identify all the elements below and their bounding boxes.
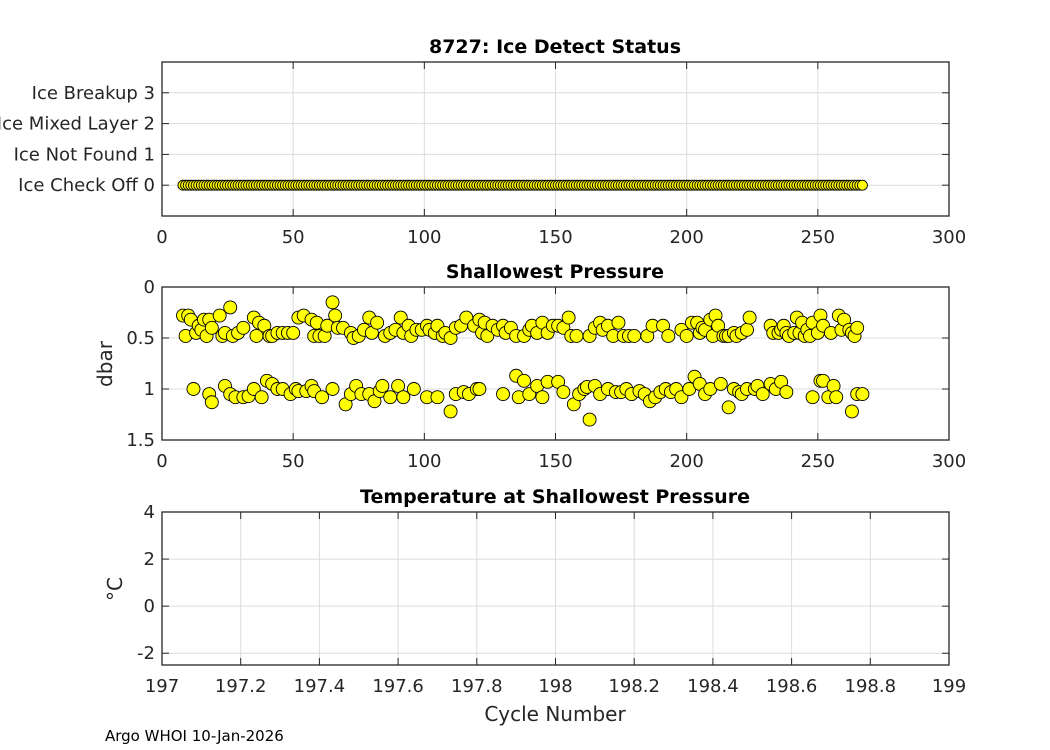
x-tick-label: 197.8: [451, 676, 503, 697]
data-point: [844, 404, 859, 419]
data-point: [383, 390, 398, 405]
x-tick-label: 199: [932, 676, 966, 697]
data-point: [223, 300, 238, 315]
y-tick-label: 1: [144, 379, 155, 400]
data-point: [517, 373, 531, 388]
data-point: [236, 320, 251, 335]
data-point: [315, 390, 329, 405]
x-tick-label: 0: [156, 451, 167, 472]
data-point: [661, 329, 676, 343]
data-point: [396, 390, 411, 405]
data-point: [286, 325, 301, 340]
data-point: [779, 385, 794, 400]
data-point: [856, 179, 868, 191]
data-point: [212, 308, 227, 323]
data-point: [713, 376, 728, 391]
chart1: 0 50 100 150 200 250 300 Ice Check Off 0 Ice Not…: [0, 61, 966, 248]
data-point: [850, 320, 865, 335]
chart3-xlabel: Cycle Number: [484, 702, 626, 726]
data-point: [721, 400, 736, 415]
x-tick-label: 198.6: [766, 676, 818, 697]
y-tick-label: 4: [144, 502, 155, 523]
y-tick-label: 2: [144, 549, 155, 570]
data-point: [254, 390, 269, 405]
data-point: [569, 329, 584, 343]
data-point: [627, 329, 642, 343]
y-tick-label: 0.5: [126, 328, 155, 349]
data-point: [679, 329, 694, 343]
data-point: [325, 295, 340, 310]
x-tick-label: 150: [538, 451, 572, 472]
data-point: [406, 382, 421, 396]
data-point: [204, 395, 219, 410]
x-tick-label: 250: [801, 227, 835, 248]
data-point: [430, 390, 445, 405]
y-tick-label: Ice Check Off 0: [18, 175, 155, 196]
x-tick-label: 300: [932, 451, 966, 472]
data-point: [325, 382, 340, 396]
data-point: [611, 315, 626, 330]
axes-box: [161, 286, 950, 441]
x-tick-label: 100: [407, 451, 441, 472]
x-tick-label: 300: [932, 227, 966, 248]
x-tick-label: 50: [282, 227, 305, 248]
x-tick-label: 200: [669, 227, 703, 248]
data-point: [742, 310, 757, 325]
data-point: [755, 387, 770, 402]
data-point: [496, 387, 510, 402]
data-point: [391, 378, 406, 393]
data-point: [829, 390, 844, 405]
y-tick-label: Ice Not Found 1: [14, 144, 155, 165]
data-point: [472, 382, 487, 396]
x-tick-label: 197: [145, 676, 179, 697]
x-tick-label: 198.2: [608, 676, 660, 697]
data-point: [535, 390, 550, 405]
y-tick-label: 0: [144, 596, 155, 617]
chart2: 0 50 100 150 200 250 300 0 0.5 1 1.5: [126, 277, 966, 472]
data-point: [805, 390, 820, 405]
x-tick-label: 198: [538, 676, 572, 697]
x-tick-label: 0: [156, 227, 167, 248]
chart3: 197 197.2 197.4 197.6 197.8 198 198.2 198.4 198.…: [137, 502, 966, 697]
y-tick-label: -2: [137, 643, 155, 664]
data-point: [582, 412, 597, 427]
x-tick-label: 200: [669, 451, 703, 472]
x-tick-label: 197.2: [215, 676, 267, 697]
data-point: [204, 320, 219, 335]
data-point: [556, 385, 571, 400]
x-tick-label: 250: [801, 451, 835, 472]
x-tick-label: 198.8: [845, 676, 897, 697]
x-tick-label: 198.4: [687, 676, 739, 697]
data-point: [561, 310, 576, 325]
data-point: [443, 404, 458, 419]
y-tick-label: 1.5: [126, 430, 155, 451]
x-tick-label: 197.4: [294, 676, 346, 697]
y-tick-label: 0: [144, 277, 155, 298]
chart1-title: 8727: Ice Detect Status: [429, 36, 681, 58]
data-point: [740, 322, 754, 337]
axes-box: [161, 61, 950, 217]
chart3-title: Temperature at Shallowest Pressure: [360, 486, 750, 508]
footer-credit: Argo WHOI 10-Jan-2026: [105, 727, 284, 745]
data-point: [328, 308, 343, 323]
data-point: [855, 387, 870, 402]
x-tick-label: 50: [282, 451, 305, 472]
data-point: [375, 378, 390, 393]
chart3-ylabel: °C: [103, 577, 127, 601]
axes-box: [161, 511, 950, 666]
chart2-title: Shallowest Pressure: [446, 261, 664, 283]
x-tick-label: 100: [407, 227, 441, 248]
chart2-ylabel: dbar: [93, 340, 117, 387]
data-point: [186, 382, 201, 396]
data-point: [370, 315, 385, 330]
y-tick-label: Ice Breakup 3: [32, 83, 155, 104]
x-tick-label: 197.6: [372, 676, 424, 697]
y-tick-label: Ice Mixed Layer 2: [0, 114, 155, 135]
x-tick-label: 150: [538, 227, 572, 248]
